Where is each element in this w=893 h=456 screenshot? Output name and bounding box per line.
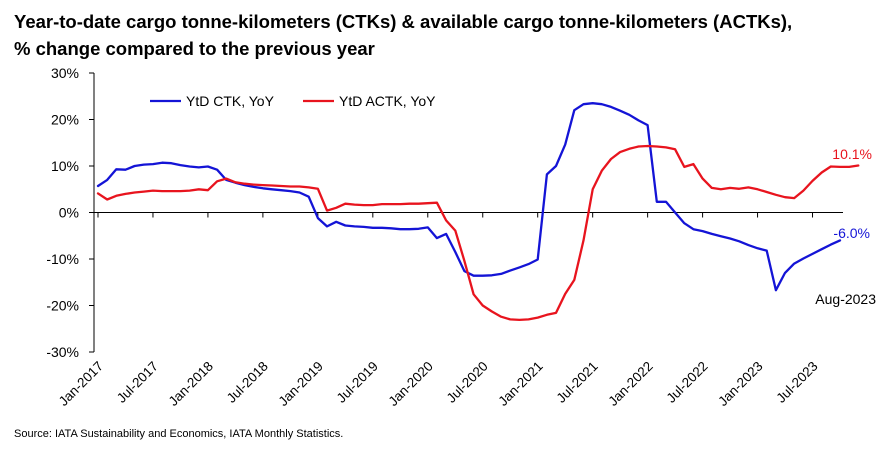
y-tick-label: 30%: [51, 65, 79, 81]
x-tick-label: Jul-2019: [334, 359, 381, 406]
x-tick-label: Jan-2022: [605, 359, 655, 409]
chart-title-line-1: Year-to-date cargo tonne-kilometers (CTK…: [14, 11, 793, 32]
x-tick-label: Jul-2020: [444, 359, 491, 406]
y-tick-label: -10%: [46, 251, 79, 267]
ctk-end-value-label: -6.0%: [833, 225, 870, 241]
x-tick-label: Jul-2022: [663, 359, 710, 406]
x-tick-label: Jan-2020: [385, 359, 435, 409]
x-tick-label: Jul-2017: [114, 359, 161, 406]
actk-end-value-label: 10.1%: [832, 146, 872, 162]
chart-title: Year-to-date cargo tonne-kilometers (CTK…: [14, 8, 884, 62]
x-tick-label: Jul-2018: [224, 359, 271, 406]
end-date-label: Aug-2023: [815, 291, 876, 307]
x-tick-label: Jan-2018: [166, 359, 216, 409]
y-tick-label: -20%: [46, 298, 79, 314]
x-tick-label: Jan-2021: [495, 359, 545, 409]
y-tick-label: -30%: [46, 344, 79, 360]
actk-series-line: [96, 144, 860, 322]
x-tick-label: Jan-2017: [56, 359, 106, 409]
source-note: Source: IATA Sustainability and Economic…: [14, 428, 344, 440]
y-tick-label: 20%: [51, 112, 79, 128]
chart-title-line-2: % change compared to the previous year: [14, 38, 375, 59]
y-tick-label: 0%: [59, 205, 79, 221]
legend-label: YtD ACTK, YoY: [339, 93, 436, 109]
x-tick-label: Jul-2023: [773, 359, 820, 406]
x-tick-label: Jan-2019: [276, 359, 326, 409]
y-tick-label: 10%: [51, 158, 79, 174]
legend-label: YtD CTK, YoY: [186, 93, 275, 109]
x-tick-label: Jul-2021: [554, 359, 601, 406]
ctk-series-line: [96, 102, 842, 292]
x-tick-label: Jan-2023: [715, 359, 765, 409]
